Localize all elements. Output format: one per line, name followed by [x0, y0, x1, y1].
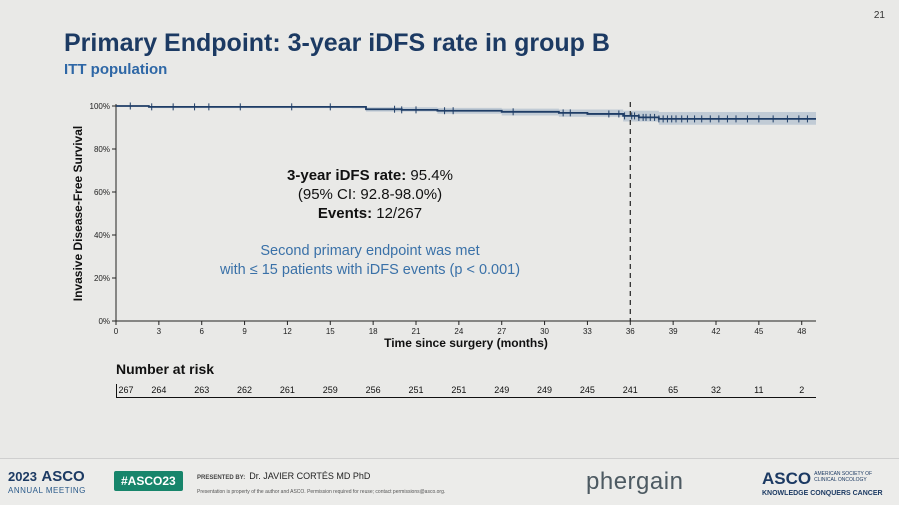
- x-tick-label: 9: [242, 327, 247, 336]
- risk-value-27: 249: [494, 385, 510, 395]
- sponsor-logo: phergain: [586, 468, 684, 495]
- x-tick-label: 24: [454, 327, 463, 336]
- risk-value-18: 256: [365, 385, 381, 395]
- x-tick-label: 21: [412, 327, 421, 336]
- asco-society-logo: ASCO AMERICAN SOCIETY OF CLINICAL ONCOLOGY…: [762, 469, 883, 497]
- x-tick-label: 15: [326, 327, 335, 336]
- risk-table-title: Number at risk: [116, 361, 215, 377]
- y-tick-label: 0%: [98, 317, 110, 326]
- slide-footer: 2023 ASCO ANNUAL MEETING #ASCO23 PRESENT…: [0, 458, 899, 505]
- title-part-1: Primary Endpoint:: [64, 29, 281, 57]
- x-tick-label: 45: [754, 327, 763, 336]
- annotation-endpoint-line2: with ≤ 15 patients with iDFS events (p <…: [219, 262, 520, 278]
- slide-subtitle: ITT population: [64, 61, 168, 78]
- y-tick-label: 80%: [94, 145, 110, 154]
- rate-value: 95.4%: [406, 167, 453, 184]
- risk-value-36: 241: [622, 385, 638, 395]
- meeting-year: 2023: [8, 469, 37, 484]
- x-tick-label: 42: [712, 327, 721, 336]
- risk-table-bracket: [116, 384, 117, 398]
- title-part-2: 3-year iDFS rate in group B: [280, 29, 610, 57]
- risk-value-12: 261: [279, 385, 295, 395]
- presenter-name: Dr. JAVIER CORTÉS MD PhD: [249, 471, 371, 481]
- disclaimer: Presentation is property of the author a…: [197, 489, 446, 495]
- x-tick-label: 27: [497, 327, 506, 336]
- risk-value-21: 251: [408, 385, 424, 395]
- presented-by-label: PRESENTED BY:: [197, 475, 246, 481]
- annotation-ci: (95% CI: 92.8-98.0%): [298, 186, 442, 203]
- risk-value-45: 11: [754, 385, 764, 395]
- meeting-sub: ANNUAL MEETING: [8, 486, 86, 495]
- y-tick-label: 40%: [94, 231, 110, 240]
- presenter-line: PRESENTED BY: Dr. JAVIER CORTÉS MD PhD: [197, 471, 370, 481]
- asco-tagline: KNOWLEDGE CONQUERS CANCER: [762, 490, 883, 497]
- risk-value-15: 259: [322, 385, 338, 395]
- risk-value-0: 267: [118, 385, 134, 395]
- risk-value-3: 264: [151, 385, 167, 395]
- risk-value-24: 251: [451, 385, 467, 395]
- slide-title: Primary Endpoint: 3-year iDFS rate in gr…: [64, 29, 610, 58]
- meeting-brand: ASCO: [41, 468, 85, 485]
- x-tick-label: 3: [157, 327, 162, 336]
- ci-band: [116, 106, 816, 125]
- risk-value-6: 263: [194, 385, 210, 395]
- y-tick-label: 60%: [94, 188, 110, 197]
- x-tick-label: 12: [283, 327, 292, 336]
- x-tick-label: 6: [199, 327, 204, 336]
- risk-value-48: 2: [799, 385, 805, 395]
- x-tick-label: 33: [583, 327, 592, 336]
- x-tick-label: 0: [114, 327, 119, 336]
- risk-table-baseline: [116, 397, 816, 398]
- x-tick-label: 39: [669, 327, 678, 336]
- rate-label: 3-year iDFS rate:: [287, 167, 406, 184]
- x-tick-label: 48: [797, 327, 806, 336]
- events-value: 12/267: [372, 205, 422, 222]
- x-tick-label: 18: [369, 327, 378, 336]
- risk-value-30: 249: [537, 385, 553, 395]
- asco-logo-sub1: AMERICAN SOCIETY OF: [814, 471, 873, 477]
- asco-meeting-logo: 2023 ASCO ANNUAL MEETING: [8, 468, 86, 495]
- asco-logo-subtext: AMERICAN SOCIETY OF CLINICAL ONCOLOGY: [814, 471, 872, 483]
- x-tick-label: 36: [626, 327, 635, 336]
- slide-number: 21: [873, 10, 885, 21]
- risk-value-33: 245: [579, 385, 595, 395]
- asco-logo-text: ASCO: [762, 469, 812, 488]
- risk-value-42: 32: [710, 385, 722, 395]
- annotation-endpoint-line1: Second primary endpoint was met: [260, 243, 479, 259]
- events-label: Events:: [318, 205, 372, 222]
- hashtag-badge: #ASCO23: [114, 471, 183, 491]
- annotation-events: Events: 12/267: [318, 205, 422, 222]
- risk-value-39: 65: [668, 385, 679, 395]
- asco-logo-sub2: CLINICAL ONCOLOGY: [814, 477, 867, 483]
- x-tick-label: 30: [540, 327, 549, 336]
- x-axis-label: Time since surgery (months): [384, 336, 548, 350]
- y-axis-label: Invasive Disease-Free Survival: [71, 126, 85, 301]
- y-tick-label: 100%: [90, 102, 110, 111]
- risk-value-9: 262: [237, 385, 253, 395]
- y-tick-label: 20%: [94, 274, 110, 283]
- annotation-rate: 3-year iDFS rate: 95.4%: [287, 167, 453, 184]
